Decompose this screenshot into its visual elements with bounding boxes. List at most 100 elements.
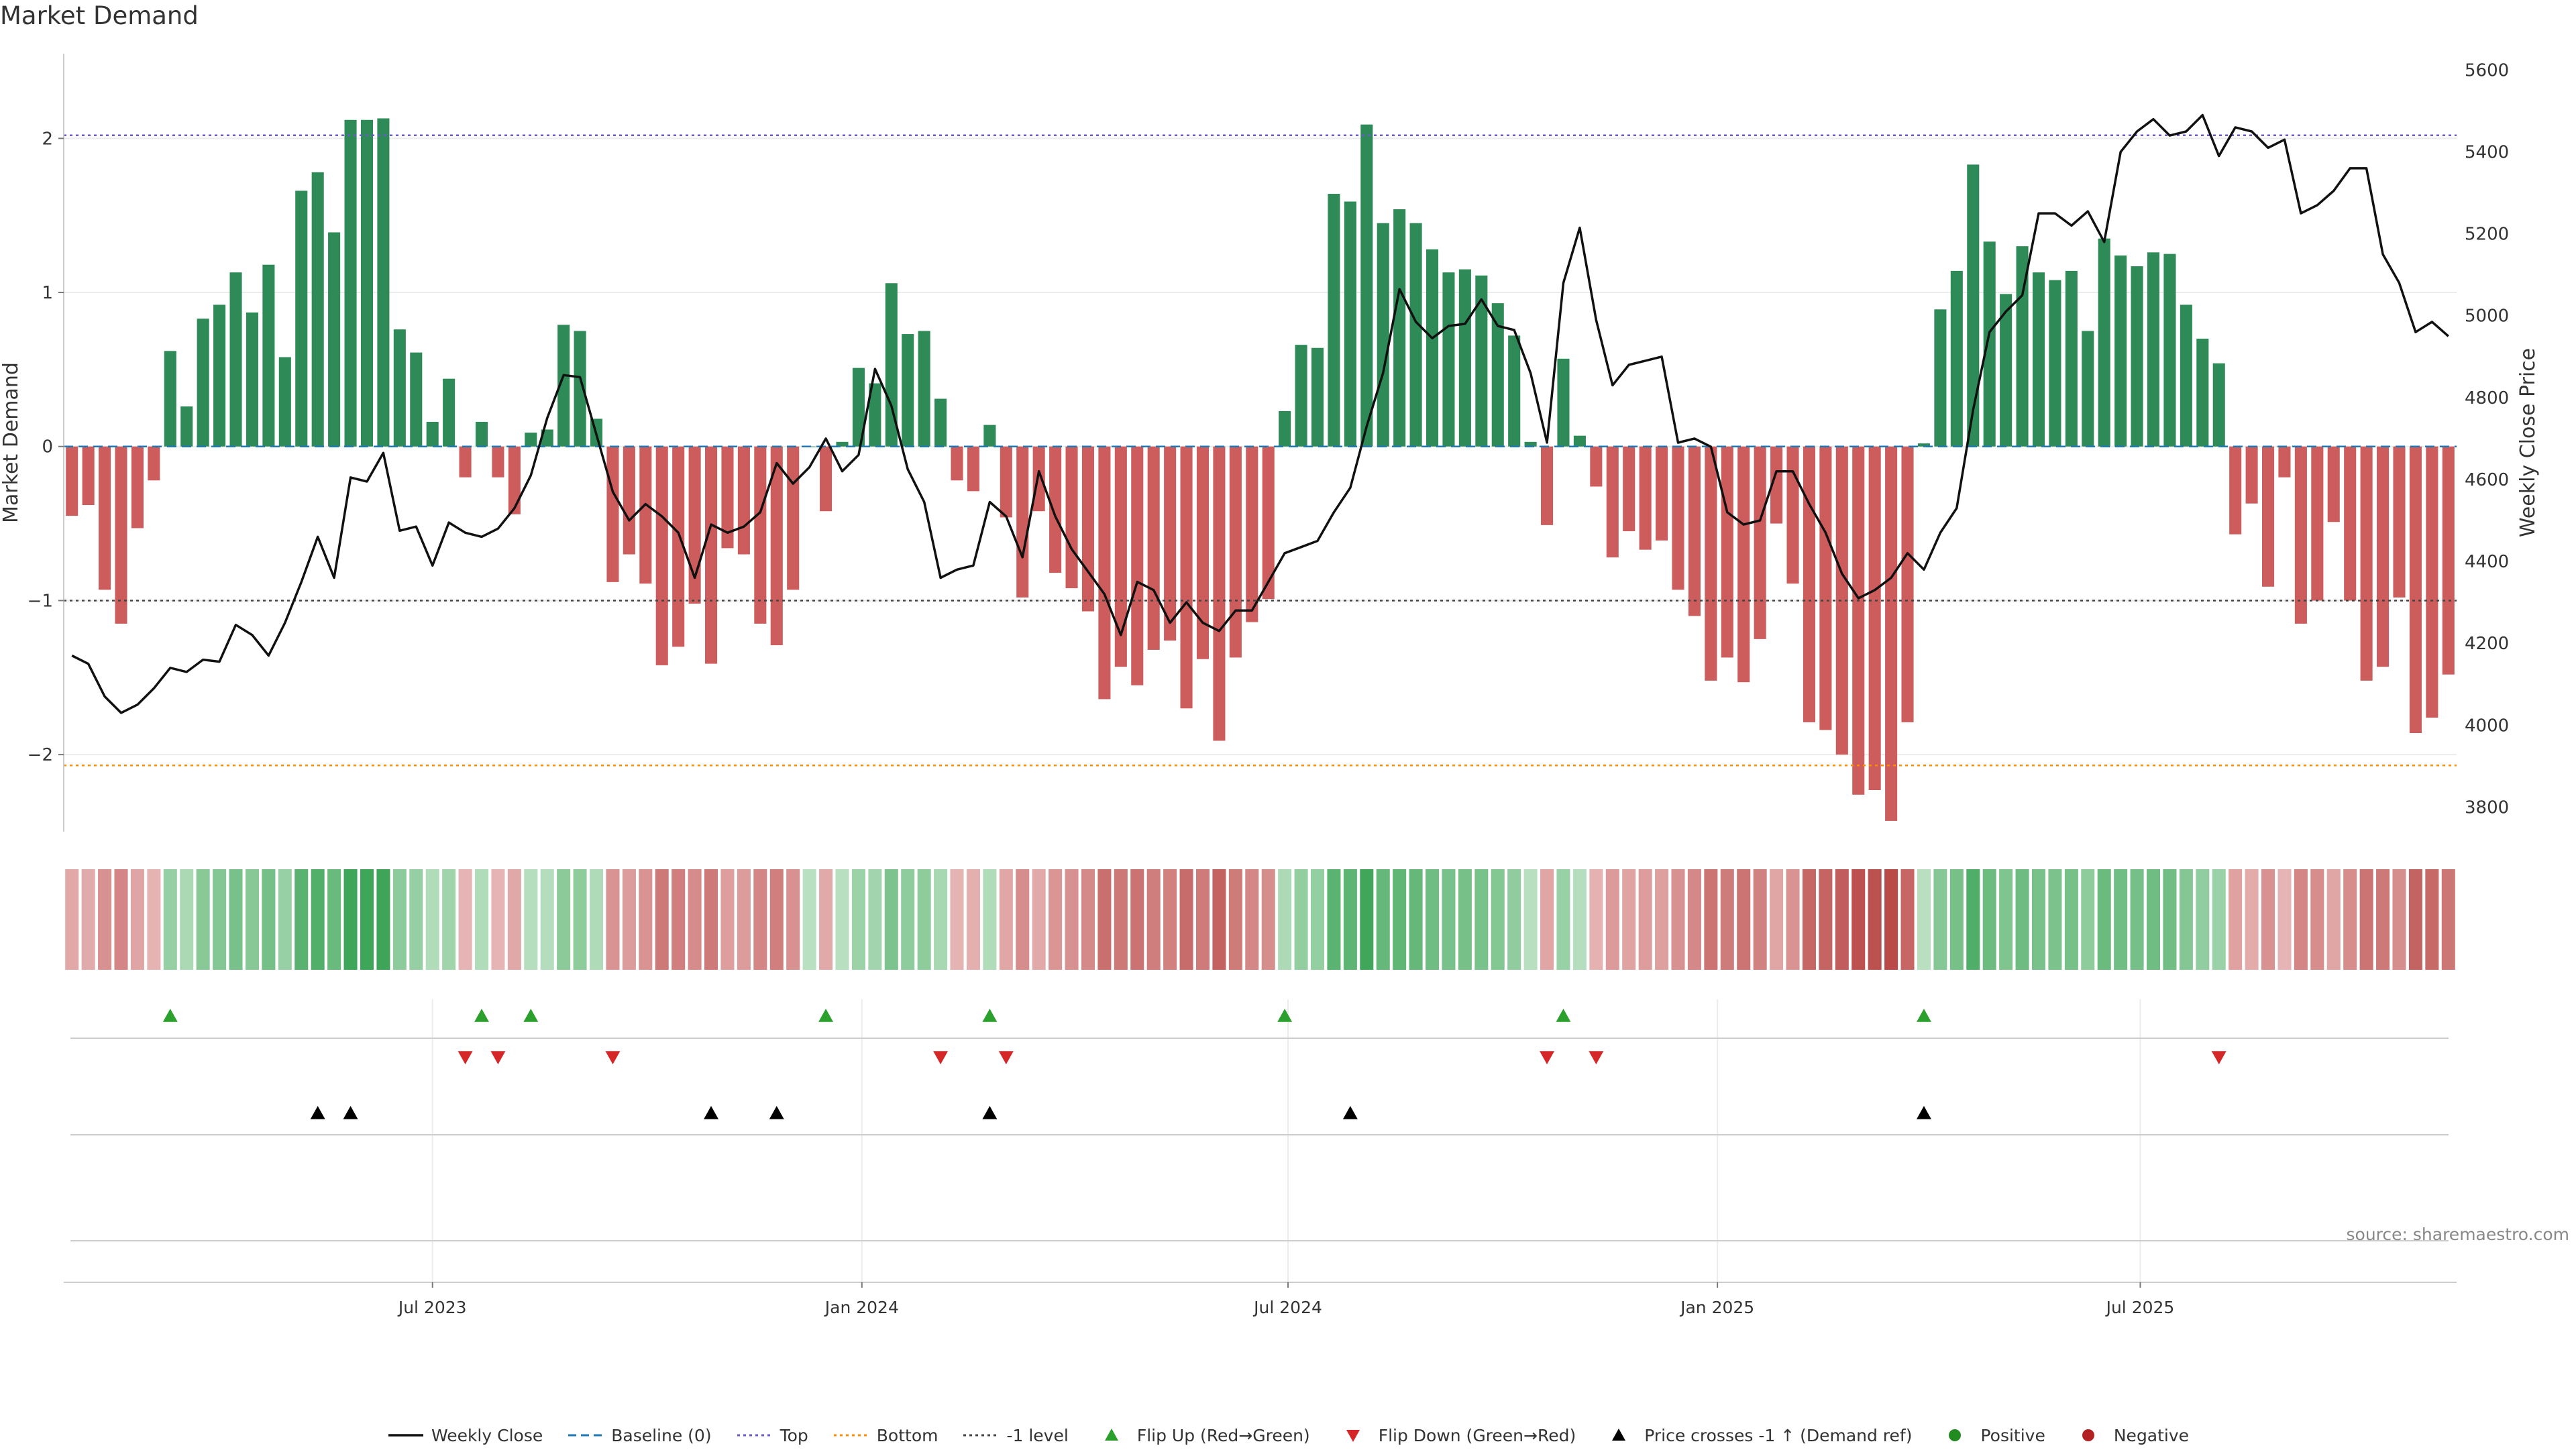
demand-bar xyxy=(754,446,767,624)
x-tick-label: Jan 2025 xyxy=(1679,1298,1754,1317)
demand-bar xyxy=(246,312,259,447)
demand-bar xyxy=(2344,446,2357,601)
price-cross-marker xyxy=(769,1106,784,1119)
heat-cell xyxy=(1786,869,1800,970)
flip-up-marker xyxy=(1916,1009,1931,1022)
flip-up-marker xyxy=(818,1009,834,1022)
demand-bar xyxy=(1311,347,1324,447)
demand-bar xyxy=(2016,246,2029,447)
heat-cell xyxy=(868,869,882,970)
legend-item: -1 level xyxy=(962,1425,1069,1445)
heat-cell xyxy=(606,869,620,970)
heat-cell xyxy=(2097,869,2111,970)
demand-bar xyxy=(2360,446,2373,681)
demand-bar xyxy=(1852,446,1865,795)
flip-up-marker xyxy=(162,1009,178,1022)
heat-cell xyxy=(130,869,144,970)
heat-cell xyxy=(278,869,292,970)
heat-cell xyxy=(1753,869,1767,970)
demand-bar xyxy=(737,446,750,555)
dotted-line-icon xyxy=(963,1434,999,1437)
demand-bar xyxy=(311,172,324,447)
y-axis-label: Market Demand xyxy=(0,362,23,523)
demand-bar xyxy=(115,446,127,624)
heat-cell xyxy=(409,869,423,970)
heat-cell xyxy=(835,869,849,970)
heat-cell xyxy=(1458,869,1472,970)
demand-bar xyxy=(1705,446,1717,681)
heat-cell xyxy=(1851,869,1866,970)
demand-bar xyxy=(1131,446,1144,685)
demand-bar xyxy=(1557,358,1570,447)
heat-cell xyxy=(1671,869,1685,970)
demand-bar xyxy=(295,190,308,447)
demand-bar xyxy=(197,319,209,447)
heat-cell xyxy=(442,869,456,970)
heat-cell xyxy=(1442,869,1456,970)
heat-cell xyxy=(2294,869,2308,970)
heat-cell xyxy=(1491,869,1505,970)
demand-bar xyxy=(1360,124,1373,447)
y2-tick-label: 5600 xyxy=(2465,60,2509,80)
legend-label: -1 level xyxy=(1006,1425,1069,1445)
heat-cell xyxy=(1032,869,1046,970)
demand-bar xyxy=(1393,209,1406,447)
demand-bar xyxy=(557,325,570,447)
demand-bar xyxy=(820,446,833,512)
demand-bar xyxy=(1475,275,1488,447)
demand-bar xyxy=(1458,269,1471,447)
heat-cell xyxy=(1081,869,1095,970)
heat-cell xyxy=(1179,869,1193,970)
heat-cell xyxy=(1474,869,1489,970)
demand-bar xyxy=(1803,446,1815,722)
demand-bar xyxy=(1590,446,1603,487)
demand-bar xyxy=(787,446,800,590)
heat-cell xyxy=(1049,869,1063,970)
heat-cell xyxy=(491,869,505,970)
price-cross-marker xyxy=(982,1106,998,1119)
legend: Weekly Close Baseline (0) Top Bottom -1 leve… xyxy=(0,1420,2576,1450)
demand-bar xyxy=(2163,254,2176,447)
demand-bar xyxy=(426,421,439,447)
legend-label: Bottom xyxy=(876,1425,938,1445)
heat-cell xyxy=(1376,869,1390,970)
heat-cell xyxy=(2179,869,2193,970)
heat-cell xyxy=(2130,869,2144,970)
heat-cell xyxy=(2163,869,2177,970)
y2-tick-label: 4200 xyxy=(2465,634,2509,654)
demand-bar xyxy=(983,425,996,447)
demand-bar xyxy=(2082,331,2094,447)
heat-cell xyxy=(1278,869,1292,970)
heat-cell xyxy=(2245,869,2259,970)
demand-bar xyxy=(2114,255,2127,447)
price-cross-marker xyxy=(1342,1106,1358,1119)
heat-cell xyxy=(769,869,784,970)
legend-item: Positive xyxy=(1936,1426,2045,1445)
demand-bar xyxy=(2229,446,2242,535)
heat-cell xyxy=(2310,869,2324,970)
demand-bar xyxy=(492,446,504,478)
demand-bar xyxy=(1754,446,1766,639)
demand-bar xyxy=(164,351,176,447)
demand-bar xyxy=(1917,443,1931,447)
demand-bar xyxy=(131,446,144,528)
heat-cell xyxy=(1622,869,1636,970)
heat-cell xyxy=(2441,869,2455,970)
flip-down-marker xyxy=(490,1051,506,1064)
y2-axis-label: Weekly Close Price xyxy=(2516,348,2540,537)
heat-cell xyxy=(1638,869,1652,970)
heat-cell xyxy=(2326,869,2341,970)
heat-cell xyxy=(2081,869,2095,970)
heat-cell xyxy=(704,869,718,970)
demand-bar xyxy=(1491,303,1504,447)
y2-tick-label: 4400 xyxy=(2465,552,2509,572)
demand-bar xyxy=(1737,446,1750,683)
demand-bar xyxy=(1770,446,1783,524)
demand-bar xyxy=(934,398,947,447)
heat-cell xyxy=(1016,869,1030,970)
flip-down-marker xyxy=(933,1051,949,1064)
demand-bar xyxy=(1656,446,1668,541)
x-tick-label: Jul 2024 xyxy=(1252,1298,1322,1317)
y-tick-label: −1 xyxy=(28,591,53,611)
heat-cell xyxy=(458,869,472,970)
